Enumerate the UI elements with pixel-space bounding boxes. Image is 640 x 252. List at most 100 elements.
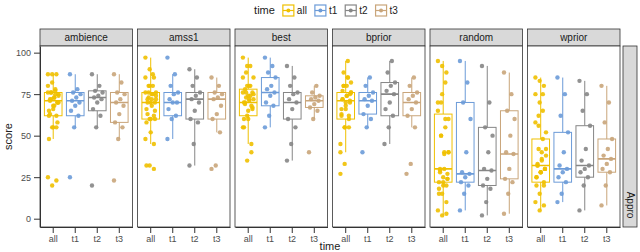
point <box>338 150 342 154</box>
x-tick: t3 <box>311 227 319 244</box>
row-strip <box>623 46 637 227</box>
point <box>404 172 408 176</box>
point <box>144 163 148 167</box>
strip-label: bprior <box>366 32 392 43</box>
x-tick: t1 <box>71 227 79 244</box>
x-tick: t3 <box>116 227 124 244</box>
point <box>269 84 273 88</box>
point <box>443 125 447 129</box>
point <box>578 170 582 174</box>
point <box>251 97 255 101</box>
point <box>346 75 350 79</box>
whisker <box>584 177 585 210</box>
point <box>579 158 583 162</box>
whisker <box>509 179 510 214</box>
legend-key <box>345 5 356 16</box>
point <box>446 150 450 154</box>
point <box>444 70 448 74</box>
y-tick-mark <box>34 219 40 220</box>
point <box>55 120 59 124</box>
point <box>242 125 246 129</box>
point <box>242 117 246 121</box>
legend-entry: all <box>283 5 307 16</box>
point <box>251 75 255 79</box>
point <box>152 167 156 171</box>
point <box>393 80 397 84</box>
box-group <box>478 64 496 218</box>
point <box>49 97 53 101</box>
point <box>54 178 58 182</box>
panel <box>138 46 231 227</box>
whisker <box>345 119 346 152</box>
strip <box>528 29 621 46</box>
point <box>198 90 202 94</box>
point <box>582 183 586 187</box>
whisker <box>97 111 98 128</box>
point <box>440 64 444 68</box>
point <box>46 90 50 94</box>
point <box>389 84 393 88</box>
point <box>313 95 317 99</box>
point <box>467 172 471 176</box>
x-tick-label: t1 <box>461 234 469 244</box>
point <box>580 109 584 113</box>
y-axis-line <box>40 47 41 228</box>
whisker <box>606 86 607 139</box>
box <box>164 92 182 115</box>
x-tick: t1 <box>169 227 177 244</box>
point <box>438 167 442 171</box>
point <box>561 170 565 174</box>
point <box>540 157 544 161</box>
whisker <box>562 78 563 133</box>
x-tick-label: t1 <box>71 234 79 244</box>
strip <box>40 29 133 46</box>
point <box>483 125 487 129</box>
point <box>533 75 537 79</box>
y-tick-mark <box>34 94 40 95</box>
x-tick-label: all <box>49 234 58 244</box>
box <box>403 92 421 115</box>
point <box>267 114 271 118</box>
point <box>118 97 122 101</box>
x-tick-label: all <box>536 234 545 244</box>
point <box>347 114 351 118</box>
point <box>265 87 269 91</box>
point <box>349 90 353 94</box>
x-tick: t3 <box>213 227 221 244</box>
point <box>117 112 121 116</box>
point <box>99 97 103 101</box>
point <box>437 180 441 184</box>
point <box>93 89 97 93</box>
point <box>539 170 543 174</box>
point <box>415 90 419 94</box>
point <box>245 158 249 162</box>
point <box>151 92 155 96</box>
point <box>146 95 150 99</box>
point <box>439 133 443 137</box>
point <box>405 114 409 118</box>
x-tick-label: all <box>146 234 155 244</box>
point <box>558 114 562 118</box>
point <box>74 95 78 99</box>
point <box>340 97 344 101</box>
x-tick: t3 <box>408 227 416 244</box>
point <box>249 150 253 154</box>
y-tick-label: 100 <box>16 48 31 58</box>
point <box>189 97 193 101</box>
point <box>165 55 169 59</box>
box-group <box>500 70 518 216</box>
box <box>66 92 84 115</box>
x-tick: t1 <box>364 227 372 244</box>
x-tick-mark <box>150 227 151 233</box>
point <box>458 59 462 63</box>
point <box>175 100 179 104</box>
point <box>388 100 392 104</box>
point <box>345 94 349 98</box>
point <box>543 167 547 171</box>
point <box>338 142 342 146</box>
point <box>288 84 292 88</box>
point <box>245 64 249 68</box>
point <box>441 180 445 184</box>
point <box>149 130 153 134</box>
point <box>345 94 349 98</box>
